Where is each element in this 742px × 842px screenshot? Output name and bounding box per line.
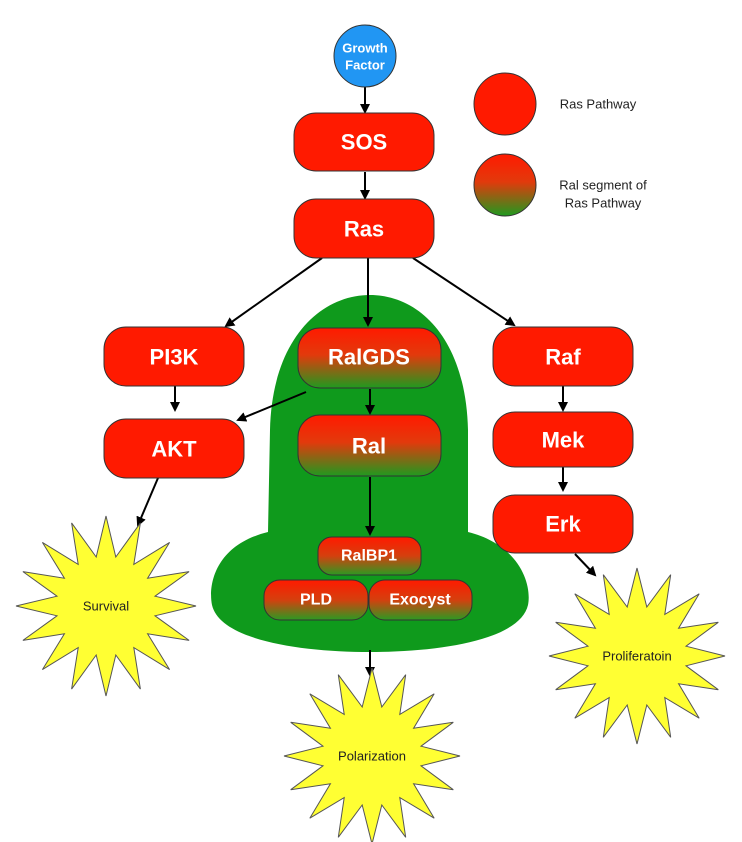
mek-label: Mek — [542, 428, 586, 453]
exocyst-label: Exocyst — [389, 592, 451, 609]
arrow-ralgds-to-akt — [236, 391, 307, 422]
legend-ras-label: Ras Pathway — [560, 97, 637, 112]
sos-label: SOS — [341, 130, 387, 155]
sos-node: SOS — [293, 112, 435, 172]
raf-label: Raf — [545, 345, 581, 370]
arrow-ras-to-pi3k — [224, 257, 323, 328]
polarization-label: Polarization — [338, 749, 406, 764]
pi3k-node: PI3K — [103, 326, 245, 387]
pld-node: PLD — [263, 579, 369, 621]
proliferation-burst: Proliferatoin — [548, 567, 726, 745]
ralbp1-label: RalBP1 — [341, 548, 397, 565]
survival-burst: Survival — [15, 515, 197, 697]
growth-factor-label-line1: Growth — [342, 41, 388, 56]
survival-label: Survival — [83, 599, 129, 614]
ralbp1-node: RalBP1 — [317, 536, 422, 576]
legend-ras-swatch — [473, 72, 537, 136]
raf-node: Raf — [492, 326, 634, 387]
erk-node: Erk — [492, 494, 634, 554]
arrow-erk-to-proliferation — [574, 553, 597, 577]
ralgds-node: RalGDS — [297, 327, 442, 389]
pi3k-label: PI3K — [150, 345, 199, 370]
ral-label: Ral — [352, 434, 386, 459]
growth-factor-label-line2: Factor — [345, 58, 385, 73]
ral-node: Ral — [297, 414, 442, 477]
arrow-ras-to-raf — [412, 257, 516, 327]
akt-node: AKT — [103, 418, 245, 479]
exocyst-node: Exocyst — [368, 579, 473, 621]
ras-label: Ras — [344, 217, 384, 242]
legend-ral-swatch — [473, 153, 537, 217]
growth-factor-node: Growth Factor — [333, 24, 397, 88]
arrow-akt-to-survival — [136, 477, 159, 527]
legend-ral-label-line1: Ral segment of — [559, 178, 647, 193]
polarization-burst: Polarization — [283, 667, 461, 842]
legend: Ras Pathway Ral segment of Ras Pathway — [473, 72, 647, 217]
ralgds-label: RalGDS — [328, 345, 410, 370]
pld-label: PLD — [300, 592, 332, 609]
akt-label: AKT — [151, 437, 197, 462]
proliferation-label: Proliferatoin — [602, 649, 671, 664]
ras-node: Ras — [293, 198, 435, 259]
mek-node: Mek — [492, 411, 634, 468]
legend-ral-label-line2: Ras Pathway — [565, 196, 642, 211]
erk-label: Erk — [545, 512, 581, 537]
